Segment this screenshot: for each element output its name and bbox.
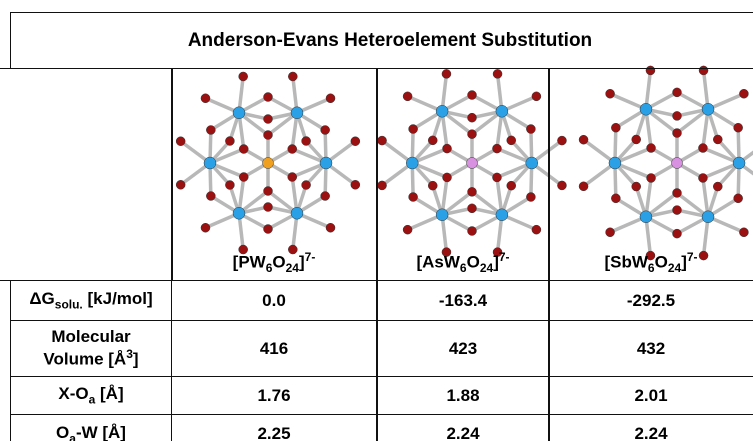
- text-segment: 7-: [305, 250, 316, 264]
- text-segment: [SbW: [604, 253, 647, 272]
- value-cell: 423: [377, 320, 549, 377]
- text-segment: 24: [668, 261, 681, 275]
- value-cell: 432: [549, 320, 753, 377]
- text-segment: X-O: [58, 384, 88, 403]
- formula: [SbW6O24]7-: [549, 250, 753, 274]
- text-segment: 6: [460, 261, 467, 275]
- value: 1.76: [257, 386, 290, 406]
- value-cell: 2.24: [549, 414, 753, 441]
- value: -163.4: [439, 291, 487, 311]
- value-cell: 416: [171, 320, 377, 377]
- row-label: Oa-W [Å]: [10, 414, 172, 441]
- value-cell: 0.0: [171, 280, 377, 321]
- text-segment: ]: [133, 350, 139, 369]
- text-segment: [kJ/mol]: [83, 289, 153, 308]
- value: 2.25: [257, 424, 290, 441]
- label: X-Oa [Å]: [58, 384, 123, 406]
- text-segment: 6: [648, 261, 655, 275]
- value: 416: [260, 339, 288, 359]
- value-cell: -292.5: [549, 280, 753, 321]
- text-segment: a: [69, 431, 76, 441]
- value: 0.0: [262, 291, 286, 311]
- text-segment: solu.: [55, 298, 83, 312]
- page: Anderson-Evans Heteroelement Substitutio…: [0, 0, 753, 441]
- text-segment: [PW: [233, 253, 266, 272]
- value: 1.88: [446, 386, 479, 406]
- value: 2.24: [446, 424, 479, 441]
- value-cell: 2.24: [377, 414, 549, 441]
- label: Molecular Volume [Å3]: [36, 327, 146, 370]
- value: 432: [637, 339, 665, 359]
- text-segment: 7-: [499, 250, 510, 264]
- text-segment: Molecular Volume [Å: [43, 327, 130, 369]
- text-segment: [AsW: [416, 253, 459, 272]
- text-segment: O: [56, 423, 69, 441]
- text-segment: ΔG: [29, 289, 54, 308]
- text-segment: [Å]: [95, 384, 123, 403]
- label: Oa-W [Å]: [56, 423, 126, 441]
- text-segment: 24: [286, 261, 299, 275]
- title-cell: Anderson-Evans Heteroelement Substitutio…: [10, 12, 753, 69]
- text-segment: 3: [126, 347, 133, 361]
- formula: [PW6O24]7-: [171, 250, 377, 274]
- row-label: ΔGsolu. [kJ/mol]: [10, 280, 172, 321]
- value-cell: -163.4: [377, 280, 549, 321]
- value-cell: 2.01: [549, 376, 753, 415]
- empty-corner: [0, 68, 173, 281]
- value-cell: 1.76: [171, 376, 377, 415]
- text-segment: O: [272, 253, 285, 272]
- text-segment: O: [655, 253, 668, 272]
- label: ΔGsolu. [kJ/mol]: [29, 289, 152, 311]
- text-segment: O: [467, 253, 480, 272]
- text-segment: 7-: [687, 250, 698, 264]
- value-cell: 1.88: [377, 376, 549, 415]
- value-cell: 2.25: [171, 414, 377, 441]
- value: 2.01: [634, 386, 667, 406]
- text-segment: -W [Å]: [76, 423, 126, 441]
- row-label: Molecular Volume [Å3]: [10, 320, 172, 377]
- text-segment: 24: [480, 261, 493, 275]
- value: 423: [449, 339, 477, 359]
- value: -292.5: [627, 291, 675, 311]
- formula: [AsW6O24]7-: [377, 250, 549, 274]
- row-label: X-Oa [Å]: [10, 376, 172, 415]
- value: 2.24: [634, 424, 667, 441]
